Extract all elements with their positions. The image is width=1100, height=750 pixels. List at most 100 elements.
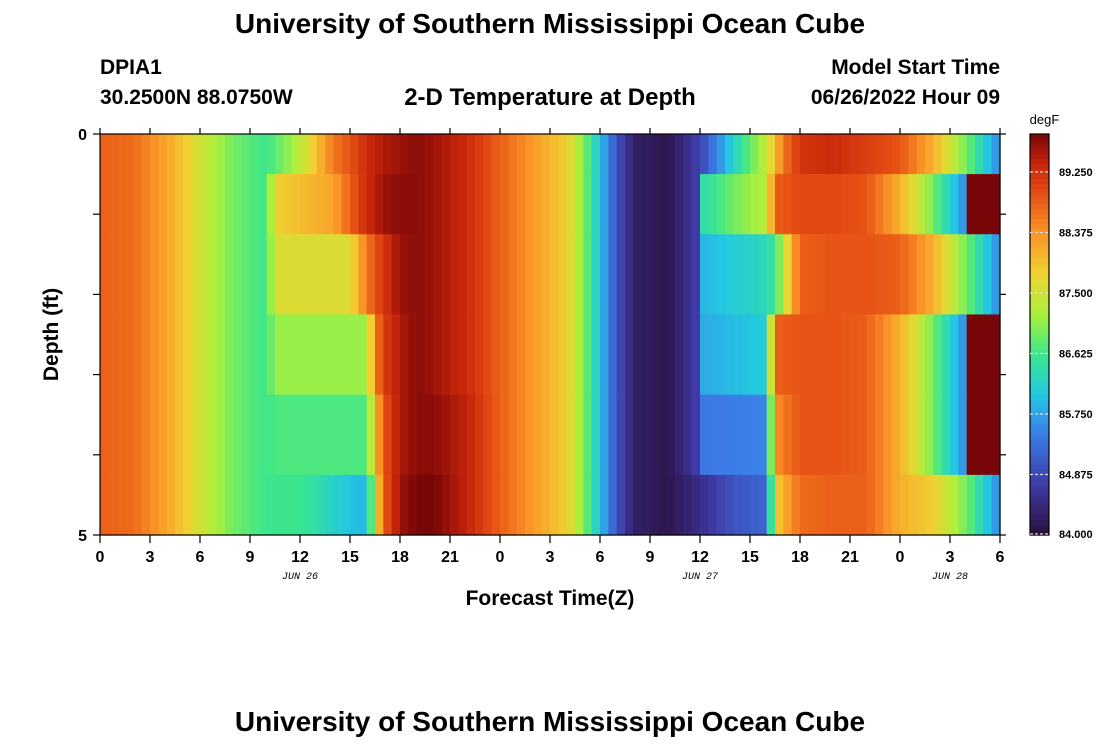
heatmap-cell — [808, 174, 818, 235]
heatmap-cell — [200, 134, 209, 175]
heatmap-cell — [733, 234, 743, 316]
heatmap-cell — [691, 474, 701, 536]
heatmap-cell — [441, 174, 451, 235]
heatmap-cell — [916, 394, 926, 476]
heatmap-cell — [766, 174, 776, 235]
heatmap-cell — [741, 314, 751, 396]
heatmap-cell — [150, 474, 159, 536]
heatmap-cell — [791, 314, 801, 396]
heatmap-cell — [658, 394, 668, 476]
heatmap-cell — [308, 174, 318, 235]
heatmap-cell — [133, 394, 143, 476]
heatmap-cell — [500, 234, 509, 316]
heatmap-cell — [275, 234, 284, 316]
colorbar-swatch — [1030, 334, 1049, 341]
heatmap-cell — [850, 234, 859, 316]
heatmap-cell — [108, 394, 118, 476]
x-tick-label: 0 — [96, 549, 105, 566]
heatmap-cell — [458, 134, 468, 175]
heatmap-cell — [591, 134, 601, 175]
heatmap-cell — [808, 134, 818, 175]
heatmap-cell — [183, 134, 193, 175]
colorbar-swatch — [1030, 184, 1049, 190]
heatmap-cell — [841, 314, 851, 396]
heatmap-cell — [908, 234, 918, 316]
heatmap-cell — [375, 314, 384, 396]
heatmap-cell — [358, 474, 368, 536]
heatmap-cell — [608, 234, 618, 316]
heatmap-cell — [716, 314, 726, 396]
heatmap-cell — [358, 234, 368, 316]
x-tick-label: 21 — [841, 549, 859, 566]
heatmap-cell — [783, 314, 793, 396]
colorbar-swatch — [1030, 364, 1049, 371]
colorbar-swatch — [1030, 519, 1049, 526]
colorbar-tick-label: 87.500 — [1059, 288, 1093, 300]
heatmap-cell — [691, 234, 701, 316]
heatmap-cell — [283, 234, 293, 316]
heatmap-cell — [391, 234, 401, 316]
heatmap-cell — [650, 174, 659, 235]
heatmap-cell — [133, 134, 143, 175]
heatmap-cell — [366, 134, 376, 175]
heatmap-cell — [583, 474, 593, 536]
heatmap-cell — [908, 394, 918, 476]
heatmap-cell — [550, 134, 559, 175]
heatmap-cell — [158, 394, 168, 476]
colorbar-swatch — [1030, 249, 1049, 255]
heatmap-cell — [175, 134, 184, 175]
heatmap-cell — [708, 174, 718, 235]
heatmap-cell — [141, 314, 151, 396]
heatmap-cell — [150, 174, 159, 235]
heatmap-cell — [950, 174, 959, 235]
heatmap-cell — [625, 174, 634, 235]
model-start-label: Model Start Time — [831, 56, 1000, 79]
heatmap-cell — [583, 174, 593, 235]
heatmap-cell — [791, 134, 801, 175]
heatmap-cell — [233, 134, 243, 175]
colorbar-swatch — [1030, 169, 1049, 175]
heatmap-cell — [425, 134, 434, 175]
heatmap-cell — [100, 134, 109, 175]
heatmap-cell — [300, 314, 309, 396]
heatmap-cell — [841, 134, 851, 175]
heatmap-cell — [966, 474, 976, 536]
colorbar-swatch — [1030, 419, 1049, 426]
heatmap-cell — [550, 174, 559, 235]
heatmap-cell — [600, 174, 609, 235]
heatmap-cell — [383, 474, 393, 536]
colorbar: 89.250 88.375 87.500 86.625 85.750 84.875 84.0… — [1029, 133, 1093, 541]
heatmap-cell — [258, 134, 268, 175]
colorbar-unit-label: degF — [1030, 112, 1060, 127]
heatmap-cell — [475, 234, 484, 316]
heatmap-cell — [908, 474, 918, 536]
colorbar-swatch — [1030, 259, 1049, 265]
heatmap-cell — [141, 174, 151, 235]
heatmap-cell — [550, 394, 559, 476]
heatmap-cell — [700, 174, 709, 235]
x-date-label: JUN 28 — [932, 572, 968, 583]
heatmap-cell — [941, 474, 951, 536]
heatmap-cell — [733, 174, 743, 235]
heatmap-cell — [400, 394, 409, 476]
heatmap-cell — [358, 394, 368, 476]
heatmap-cell — [775, 174, 784, 235]
heatmap-cell — [116, 134, 126, 175]
heatmap-cell — [358, 134, 368, 175]
heatmap-cell — [350, 234, 359, 316]
heatmap-cell — [675, 314, 684, 396]
heatmap-cell — [566, 394, 576, 476]
heatmap-cell — [925, 394, 934, 476]
heatmap-cell — [258, 234, 268, 316]
heatmap-cell — [441, 234, 451, 316]
heatmap-cell — [800, 394, 809, 476]
heatmap-cell — [600, 474, 609, 536]
heatmap-cell — [591, 314, 601, 396]
heatmap-cell — [966, 134, 976, 175]
heatmap-cell — [908, 314, 918, 396]
heatmap-cell — [391, 174, 401, 235]
colorbar-swatch — [1030, 319, 1049, 326]
heatmap-cell — [125, 134, 134, 175]
heatmap-cell — [616, 174, 626, 235]
heatmap-cell — [958, 314, 968, 396]
